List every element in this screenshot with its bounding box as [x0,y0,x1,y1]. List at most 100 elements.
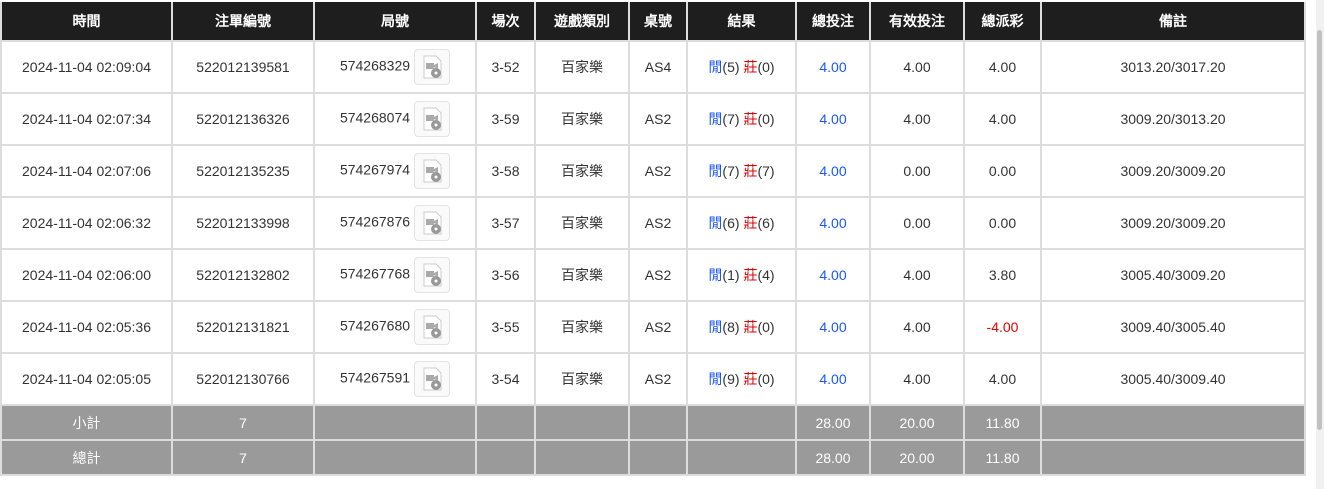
cell-total-bet: 4.00 [795,40,871,94]
cell-table-no: AS2 [628,352,688,406]
cell-shoe: 3-56 [475,248,536,302]
round-number: 574267680 [339,317,411,334]
cell-note: 3005.40/3009.20 [1040,248,1306,302]
video-replay-icon[interactable] [414,257,451,293]
cell-payout: 0.00 [963,196,1042,250]
sum-total-bet: 28.00 [795,439,871,476]
cell-bet-id: 522012132802 [171,248,315,302]
player-score: (6) [722,215,740,231]
cell-game-type: 百家樂 [534,300,630,354]
cell-result: 閒(9) 莊(0) [686,352,797,406]
banker-score: (7) [757,163,775,179]
cell-shoe: 3-52 [475,40,536,94]
cell-time: 2024-11-04 02:07:06 [0,144,173,198]
subtotal-row: 小計 7 28.00 20.00 11.80 [0,404,1306,441]
video-replay-icon[interactable] [414,205,451,241]
cell-game-type: 百家樂 [534,92,630,146]
video-replay-icon[interactable] [414,309,451,345]
table-row: 2024-11-04 02:05:05 522012130766 5742675… [0,352,1306,406]
header-shoe: 場次 [475,2,536,42]
cell-table-no: AS2 [628,144,688,198]
scrollbar-thumb[interactable] [1317,30,1322,430]
cell-valid-bet: 4.00 [869,40,965,94]
bet-records-table: 時間 注單編號 局號 場次 遊戲類別 桌號 結果 總投注 有效投注 總派彩 備註 2024-11-0… [0,2,1306,476]
round-number: 574267768 [339,265,411,282]
player-label: 閒 [708,59,723,75]
header-result: 結果 [686,2,797,42]
video-replay-icon[interactable] [414,49,451,85]
round-number: 574268329 [339,57,411,74]
header-round: 局號 [313,2,477,42]
cell-note: 3013.20/3017.20 [1040,40,1306,94]
cell-total-bet: 4.00 [795,352,871,406]
sum-valid-bet: 20.00 [869,439,965,476]
cell-bet-id: 522012139581 [171,40,315,94]
cell-table-no: AS2 [628,300,688,354]
cell-payout: 4.00 [963,92,1042,146]
video-replay-icon[interactable] [414,361,451,397]
banker-label: 莊 [743,371,758,387]
banker-label: 莊 [743,163,758,179]
sum-label: 總計 [0,439,173,476]
player-score: (1) [722,267,740,283]
banker-score: (6) [757,215,775,231]
vertical-scrollbar[interactable] [1316,0,1324,489]
sum-payout: 11.80 [963,439,1042,476]
cell-time: 2024-11-04 02:06:00 [0,248,173,302]
cell-result: 閒(5) 莊(0) [686,40,797,94]
table-row: 2024-11-04 02:05:36 522012131821 5742676… [0,300,1306,354]
cell-round: 574267876 [313,196,477,250]
round-number: 574267974 [339,161,411,178]
cell-game-type: 百家樂 [534,352,630,406]
player-label: 閒 [708,371,723,387]
banker-label: 莊 [743,267,758,283]
header-time: 時間 [0,2,173,42]
cell-round: 574267768 [313,248,477,302]
cell-time: 2024-11-04 02:07:34 [0,92,173,146]
header-valid-bet: 有效投注 [869,2,965,42]
cell-valid-bet: 4.00 [869,248,965,302]
cell-valid-bet: 4.00 [869,352,965,406]
table-row: 2024-11-04 02:07:06 522012135235 5742679… [0,144,1306,198]
video-replay-icon[interactable] [414,153,451,189]
header-row: 時間 注單編號 局號 場次 遊戲類別 桌號 結果 總投注 有效投注 總派彩 備註 [0,2,1306,42]
cell-round: 574267974 [313,144,477,198]
round-number: 574268074 [339,109,411,126]
player-score: (7) [722,163,740,179]
cell-total-bet: 4.00 [795,196,871,250]
player-label: 閒 [708,267,723,283]
round-number: 574267876 [339,213,411,230]
table-row: 2024-11-04 02:07:34 522012136326 5742680… [0,92,1306,146]
table-row: 2024-11-04 02:06:32 522012133998 5742678… [0,196,1306,250]
banker-label: 莊 [743,111,758,127]
cell-bet-id: 522012136326 [171,92,315,146]
cell-payout: 0.00 [963,144,1042,198]
cell-round: 574268329 [313,40,477,94]
cell-valid-bet: 0.00 [869,196,965,250]
header-bet-id: 注單編號 [171,2,315,42]
cell-shoe: 3-55 [475,300,536,354]
video-replay-icon[interactable] [414,101,451,137]
banker-score: (0) [757,111,775,127]
cell-shoe: 3-57 [475,196,536,250]
banker-score: (4) [757,267,775,283]
sum-total-bet: 28.00 [795,404,871,441]
player-score: (9) [722,371,740,387]
cell-game-type: 百家樂 [534,40,630,94]
cell-time: 2024-11-04 02:09:04 [0,40,173,94]
cell-bet-id: 522012133998 [171,196,315,250]
cell-shoe: 3-54 [475,352,536,406]
cell-table-no: AS2 [628,92,688,146]
player-label: 閒 [708,111,723,127]
cell-table-no: AS4 [628,40,688,94]
table-row: 2024-11-04 02:09:04 522012139581 5742683… [0,40,1306,94]
cell-result: 閒(6) 莊(6) [686,196,797,250]
cell-game-type: 百家樂 [534,144,630,198]
cell-bet-id: 522012131821 [171,300,315,354]
player-score: (7) [722,111,740,127]
cell-total-bet: 4.00 [795,300,871,354]
cell-note: 3009.40/3005.40 [1040,300,1306,354]
cell-valid-bet: 4.00 [869,300,965,354]
cell-payout: -4.00 [963,300,1042,354]
sum-payout: 11.80 [963,404,1042,441]
